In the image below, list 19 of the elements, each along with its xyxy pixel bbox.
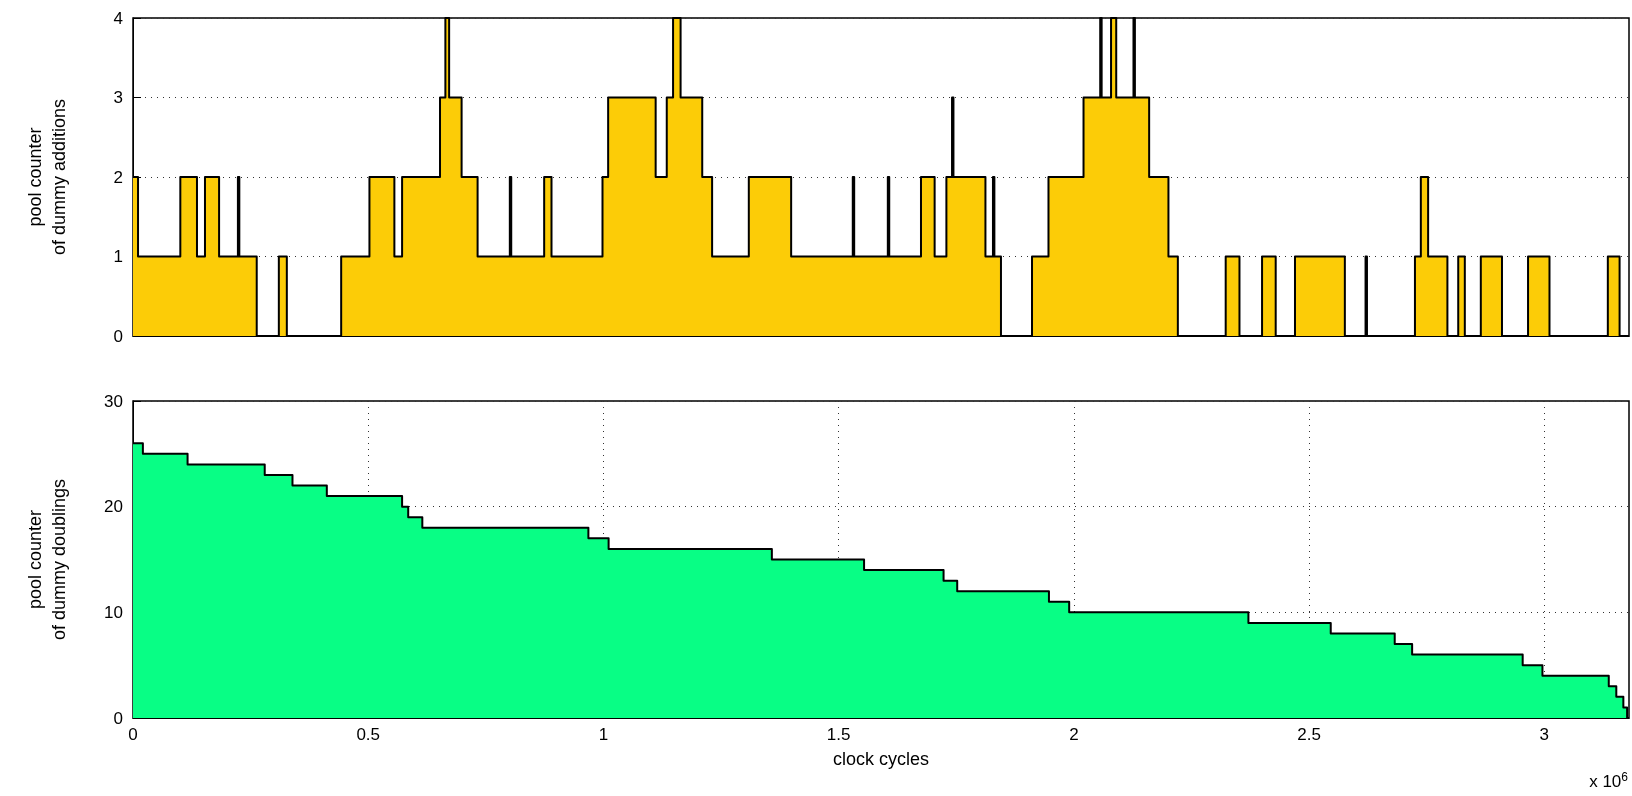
x-axis-title: clock cycles <box>832 749 930 769</box>
y-tick-label: 30 <box>104 391 123 411</box>
x-tick-label: 3 <box>1539 725 1550 744</box>
y-tick-label: 1 <box>113 247 123 266</box>
x-tick-label: 2 <box>1069 725 1079 744</box>
y-tick-label: 20 <box>104 497 123 517</box>
x-tick-label: 0.5 <box>356 725 381 744</box>
y-tick-label: 3 <box>113 88 123 107</box>
y-tick-label: 4 <box>113 8 123 28</box>
x-tick-label: 0 <box>128 725 138 744</box>
y-tick-label: 0 <box>113 708 123 728</box>
y-tick-label: 0 <box>113 326 123 346</box>
x-tick-label: 1.5 <box>826 725 851 744</box>
y-axis-title: pool counter of dummy doublings <box>25 478 69 641</box>
y-tick-label: 2 <box>113 167 123 187</box>
x-tick-label: 2.5 <box>1297 725 1321 744</box>
y-axis-title: pool counter of dummy additions <box>25 98 69 256</box>
x-tick-label: 1 <box>598 725 609 744</box>
y-tick-label: 10 <box>104 602 123 622</box>
